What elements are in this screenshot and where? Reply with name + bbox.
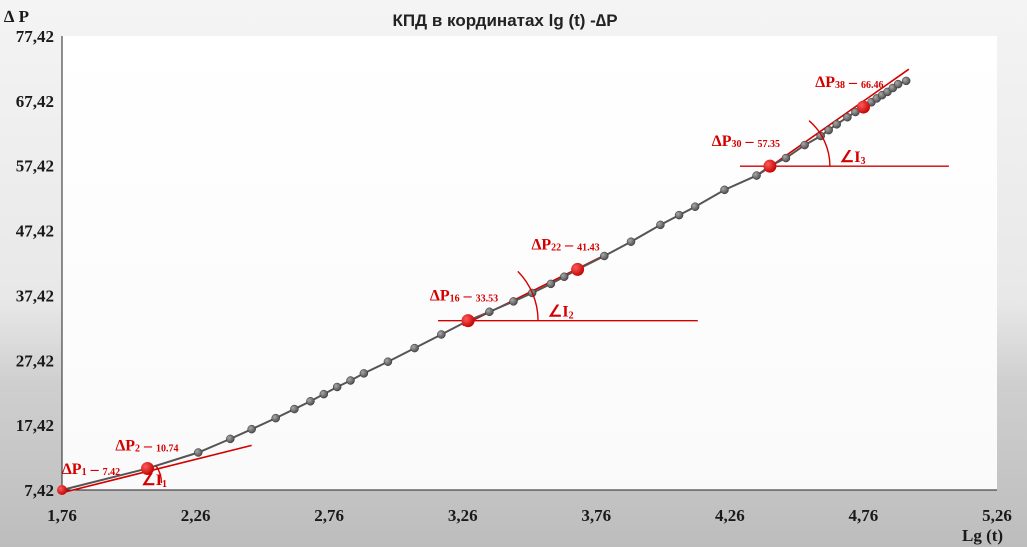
data-point [437, 330, 446, 339]
angle-markers: ∠I1 ∠I2 ∠I3 [141, 120, 949, 490]
data-point [800, 140, 809, 150]
angle-arc [155, 465, 163, 484]
data-point [193, 448, 203, 457]
x-tick-labels: 1,76 2,26 2,76 3,26 3,76 4,26 4,76 5,26 [47, 506, 1012, 525]
data-point [290, 404, 299, 414]
x-tick-label: 4,76 [849, 506, 879, 525]
data-point [346, 376, 355, 385]
data-point [485, 307, 494, 317]
x-tick-label: 3,76 [581, 506, 611, 525]
data-point [781, 153, 791, 163]
y-tick-label: 37,42 [16, 286, 54, 305]
x-tick-label: 1,76 [47, 506, 77, 525]
data-point [690, 202, 700, 211]
y-tick-labels: 7,42 17,42 27,42 37,42 47,42 57,42 67,42 77,42 [16, 27, 54, 500]
data-point [410, 343, 419, 353]
x-tick-label: 4,26 [715, 506, 745, 525]
highlight-point [57, 485, 67, 495]
x-tick-label: 2,26 [181, 506, 211, 525]
data-point [832, 120, 841, 129]
data-point [319, 389, 329, 399]
data-point [893, 79, 903, 89]
y-tick-label: 67,42 [16, 92, 54, 111]
angle-label: ∠I2 [548, 304, 574, 322]
data-point [656, 220, 665, 230]
data-point [306, 397, 315, 406]
data-point [824, 125, 833, 135]
highlight-point [856, 100, 870, 114]
data-point [843, 112, 852, 122]
data-point [720, 185, 729, 195]
data-point [752, 171, 761, 180]
data-point [509, 297, 518, 306]
fit-line [61, 444, 252, 494]
x-tick-label: 5,26 [982, 506, 1012, 525]
plot-area [62, 36, 997, 490]
y-axis-title: ∆ P [4, 7, 29, 26]
angle-label: ∠I3 [840, 149, 866, 167]
highlight-point [763, 159, 777, 173]
highlight-label: ∆P38 – 66.46 [815, 74, 883, 91]
highlight-point [140, 461, 154, 475]
data-point [226, 434, 235, 444]
y-tick-label: 47,42 [16, 222, 54, 241]
data-point [901, 76, 911, 86]
highlight-point [461, 314, 475, 328]
data-point [383, 357, 393, 366]
data-point [546, 279, 556, 289]
highlight-point [571, 262, 585, 276]
angle-arc [517, 270, 539, 321]
data-point [271, 413, 280, 423]
y-tick-label: 17,42 [16, 416, 54, 435]
x-tick-label: 2,76 [314, 506, 344, 525]
y-tick-label: 27,42 [16, 351, 54, 370]
y-tick-label: 7,42 [24, 481, 54, 500]
data-point [674, 210, 684, 220]
chart-title: КПД в кординатах lg (t) -∆P [392, 11, 617, 30]
angle-arc [808, 120, 831, 167]
data-point [247, 424, 256, 434]
data-point [332, 382, 342, 392]
angle-label: ∠I1 [141, 472, 167, 490]
x-axis-title: Lg (t) [962, 526, 1003, 545]
y-tick-label: 77,42 [16, 27, 54, 46]
data-point [600, 251, 609, 261]
x-tick-label: 3,26 [448, 506, 478, 525]
data-point [359, 369, 369, 378]
data-point [559, 272, 569, 281]
y-tick-label: 57,42 [16, 157, 54, 176]
data-point [626, 237, 636, 246]
